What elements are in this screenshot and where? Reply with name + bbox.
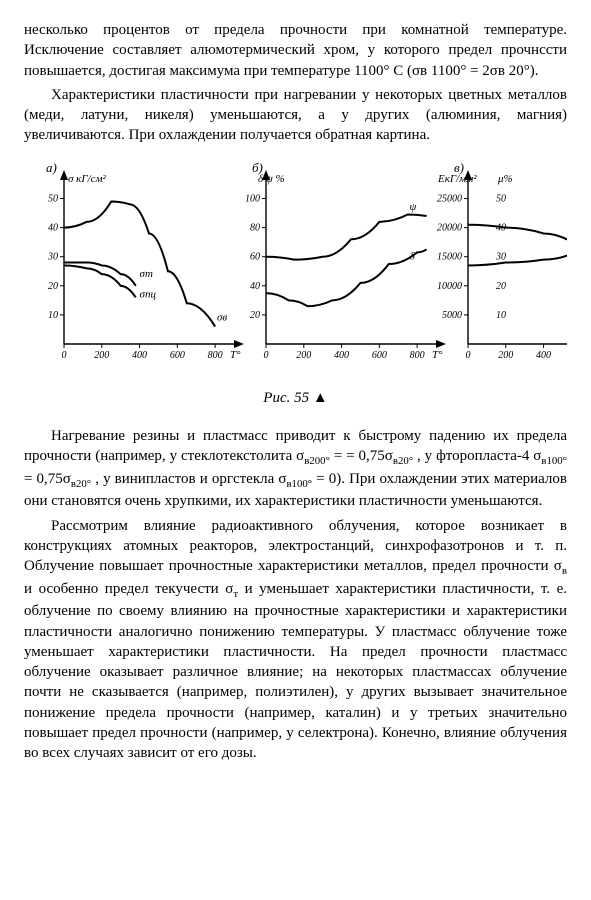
svg-text:5000: 5000 [442,309,462,320]
text: Рассмотрим влияние радиоактивного облуче… [24,518,567,575]
svg-text:600: 600 [372,350,387,361]
svg-text:σв: σв [217,311,227,323]
svg-text:30: 30 [47,251,58,262]
svg-text:20: 20 [48,280,58,291]
svg-text:T°: T° [432,349,443,361]
svg-text:0: 0 [466,350,471,361]
subscript: в200° [304,455,330,467]
svg-text:30: 30 [495,251,506,262]
svg-text:25000: 25000 [437,193,462,204]
svg-text:200: 200 [94,350,109,361]
paragraph-3: Нагревание резины и пластмасс приводит к… [24,426,567,512]
svg-text:а): а) [46,160,57,175]
svg-text:400: 400 [334,350,349,361]
svg-text:δ ψ %: δ ψ % [258,173,285,185]
paragraph-2: Характеристики пластичности при нагреван… [24,85,567,146]
svg-text:10000: 10000 [437,280,462,291]
svg-text:50: 50 [48,193,58,204]
svg-text:40: 40 [250,280,260,291]
svg-text:0: 0 [264,350,269,361]
svg-text:20: 20 [250,309,260,320]
svg-text:800: 800 [410,350,425,361]
svg-text:400: 400 [132,350,147,361]
text: , у фторопласта-4 σ [413,448,541,464]
svg-text:10: 10 [48,309,58,320]
svg-text:20: 20 [496,280,506,291]
svg-text:T°: T° [230,349,241,361]
text: , у винипластов и оргстекла σ [91,471,286,487]
svg-text:15000: 15000 [437,251,462,262]
figure-55: а)σ кГ/см²02004006008001020304050σтσпцσв… [24,156,567,382]
svg-text:200: 200 [498,350,513,361]
svg-text:σпц: σпц [140,288,157,300]
svg-text:40: 40 [48,222,58,233]
svg-text:ψ: ψ [410,201,417,213]
svg-text:20000: 20000 [437,222,462,233]
figure-55-svg: а)σ кГ/см²02004006008001020304050σтσпцσв… [24,156,567,376]
svg-text:800: 800 [208,350,223,361]
paragraph-4: Рассмотрим влияние радиоактивного облуче… [24,516,567,764]
svg-text:400: 400 [536,350,551,361]
text: и особенно предел текучести σ [24,581,233,597]
svg-text:σт: σт [140,268,153,280]
subscript: в20° [393,455,413,467]
svg-text:0: 0 [62,350,67,361]
text: и уменьшает характеристики пластичности,… [24,581,567,761]
svg-text:200: 200 [296,350,311,361]
svg-text:σ кГ/см²: σ кГ/см² [68,173,107,185]
svg-text:10: 10 [496,309,506,320]
subscript: в100° [541,455,567,467]
svg-text:μ%: μ% [497,173,513,185]
subscript: в [562,565,567,577]
text: = 0,75σ [24,471,71,487]
text: = = 0,75σ [330,448,393,464]
svg-text:100: 100 [245,193,260,204]
figure-caption: Рис. 55 ▲ [24,388,567,408]
paragraph-1: несколько процентов от предела прочности… [24,20,567,81]
svg-text:50: 50 [496,193,506,204]
subscript: в100° [286,478,312,490]
svg-text:60: 60 [250,251,260,262]
svg-text:δ: δ [410,250,416,262]
svg-text:600: 600 [170,350,185,361]
subscript: в20° [71,478,91,490]
svg-text:80: 80 [250,222,260,233]
